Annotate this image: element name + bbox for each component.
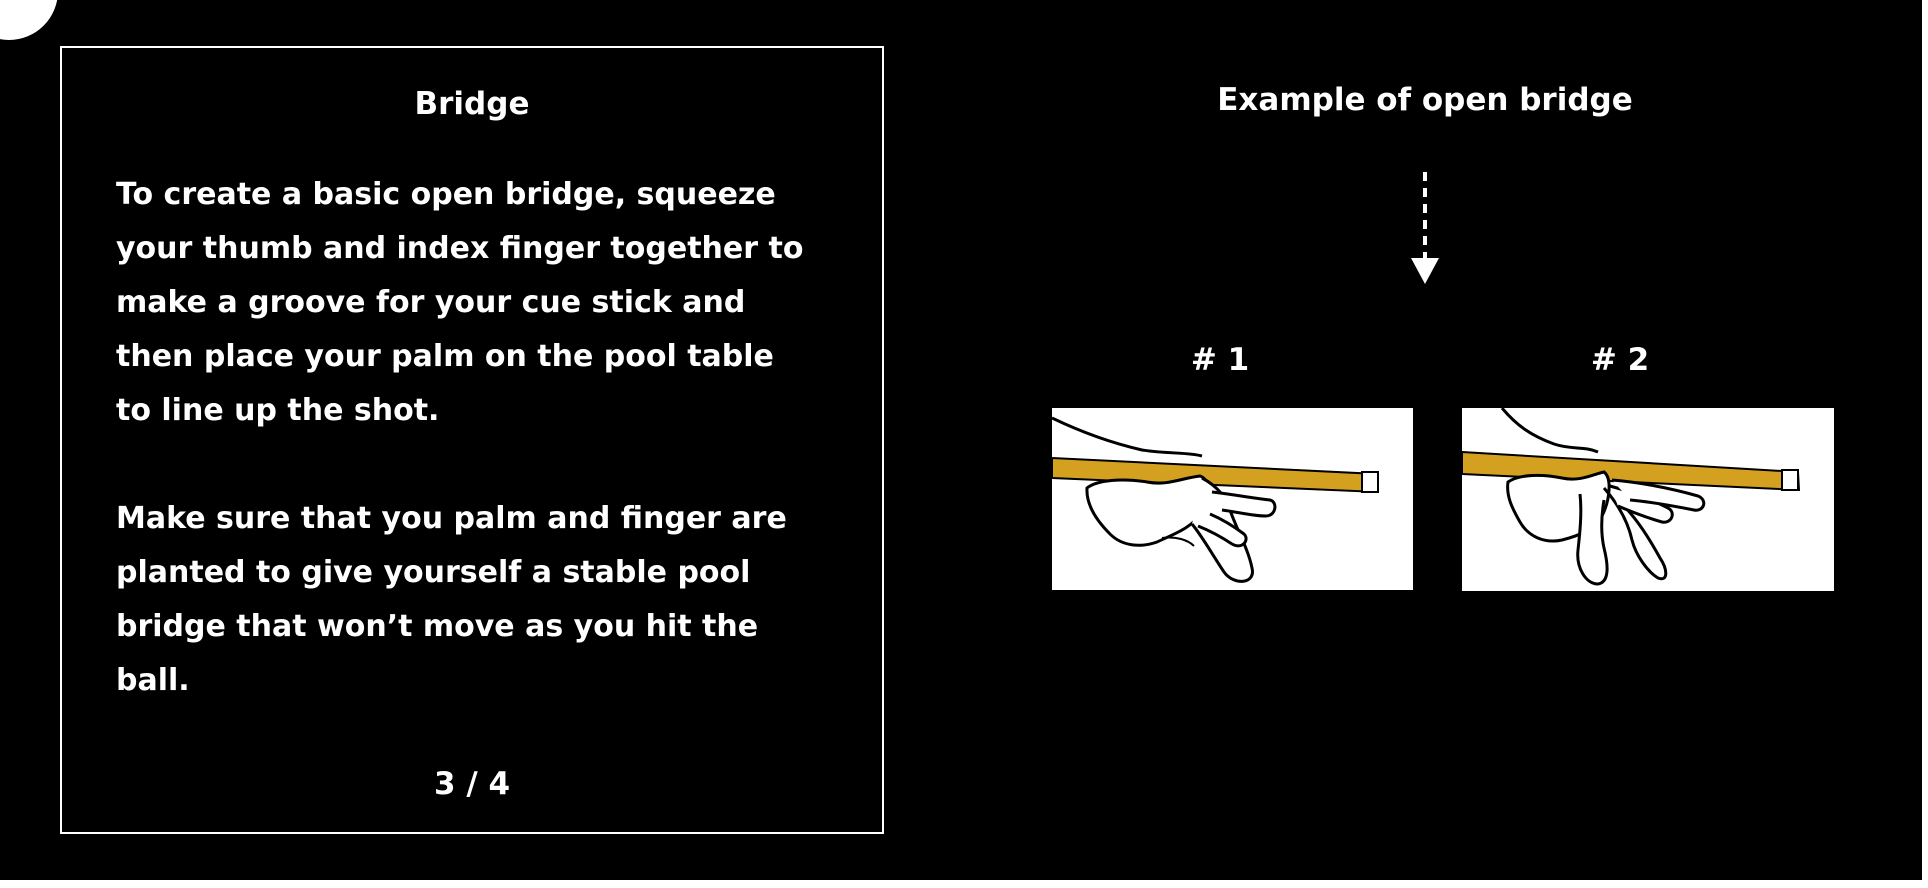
figure-label-2: # 2 bbox=[1590, 342, 1650, 378]
figure-label-1: # 1 bbox=[1190, 342, 1250, 378]
figure-panel-1 bbox=[1052, 408, 1413, 590]
example-title: Example of open bridge bbox=[1217, 82, 1633, 118]
instruction-paragraph-1: To create a basic open bridge, squeeze y… bbox=[116, 177, 804, 428]
instruction-paragraph-2: Make sure that you palm and finger are p… bbox=[116, 501, 787, 698]
figure-panel-2 bbox=[1462, 408, 1834, 591]
dashed-down-arrow-icon bbox=[1411, 172, 1439, 284]
open-bridge-hand-illustration-icon bbox=[1462, 408, 1801, 586]
corner-decoration bbox=[0, 0, 58, 40]
instruction-card: Bridge To create a basic open bridge, sq… bbox=[60, 46, 884, 834]
page-indicator: 3 / 4 bbox=[433, 766, 511, 802]
open-bridge-hand-illustration-icon bbox=[1052, 416, 1380, 583]
card-title: Bridge bbox=[414, 86, 530, 122]
